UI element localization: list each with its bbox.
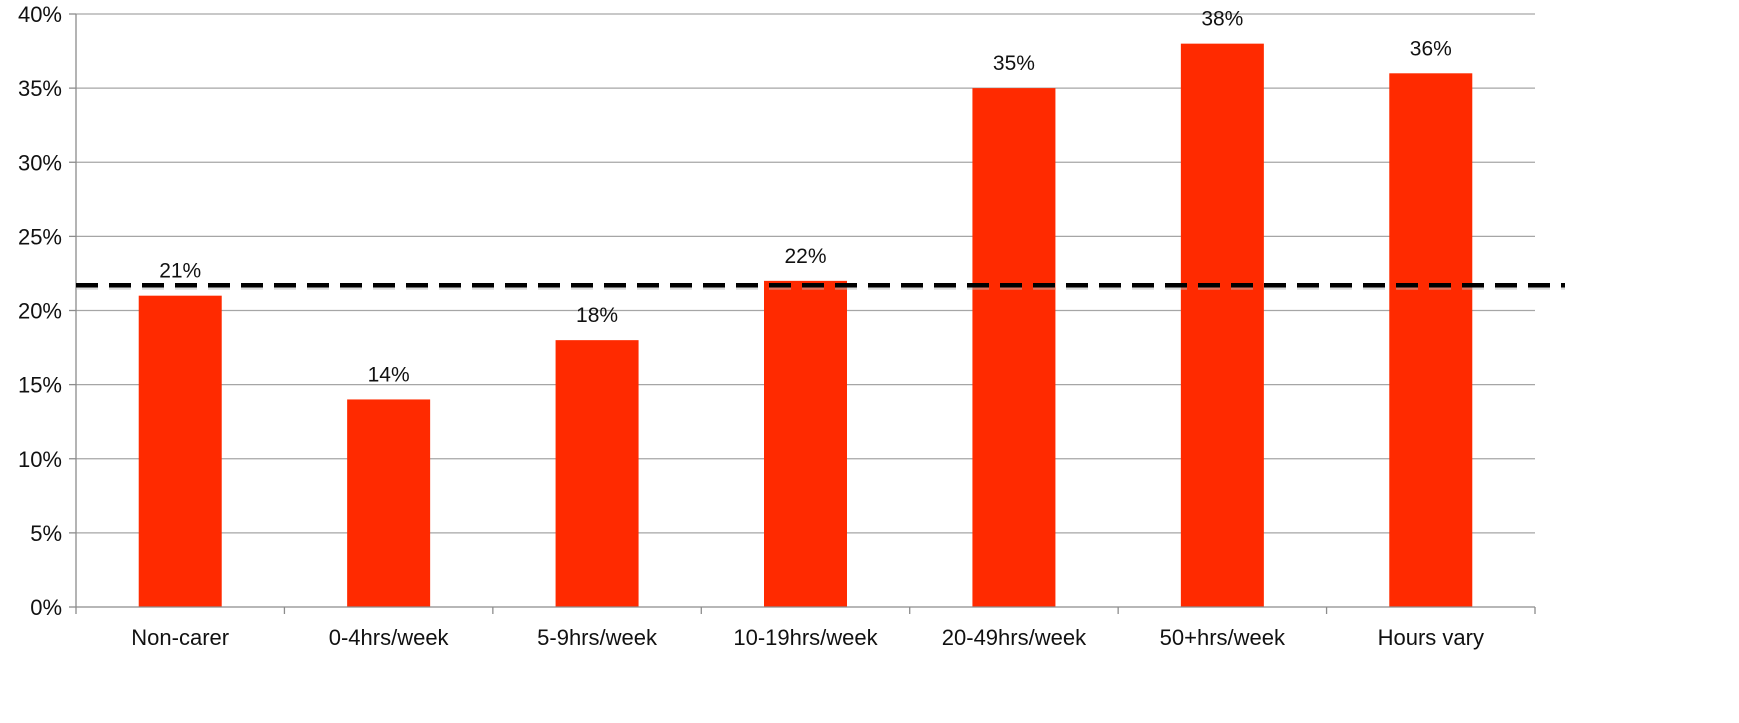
y-tick-label: 5% [30, 521, 62, 546]
reference-line-layer [76, 283, 1565, 290]
bar [555, 340, 639, 607]
bar [764, 280, 847, 607]
bar [972, 88, 1056, 607]
y-tick-label: 10% [18, 447, 62, 472]
bar [1389, 73, 1473, 608]
data-label: 14% [368, 363, 410, 386]
data-labels: 21% 14% 18% 22% 35% 38% 36% [159, 8, 1452, 387]
y-tick-label: 0% [30, 595, 62, 620]
x-category-label: 10-19hrs/week [733, 625, 878, 650]
y-axis-tick-labels: 0% 5% 10% 15% 20% 25% 30% 35% 40% [18, 2, 76, 620]
data-label: 38% [1201, 8, 1243, 31]
y-tick-label: 20% [18, 299, 62, 324]
x-category-label: Non-carer [131, 625, 229, 650]
y-tick-label: 35% [18, 76, 62, 101]
bars [138, 43, 1473, 608]
data-label: 35% [993, 52, 1035, 75]
y-tick-label: 40% [18, 2, 62, 27]
bar [138, 295, 222, 607]
data-label: 22% [784, 245, 826, 268]
x-category-label: Hours vary [1378, 625, 1484, 650]
data-label: 21% [159, 260, 201, 283]
x-category-label: 20-49hrs/week [942, 625, 1087, 650]
x-category-label: 5-9hrs/week [537, 625, 658, 650]
x-category-label: 50+hrs/week [1160, 625, 1286, 650]
x-category-label: 0-4hrs/week [329, 625, 450, 650]
data-label: 18% [576, 304, 618, 327]
axes [75, 14, 1536, 614]
bar [1180, 43, 1264, 607]
x-axis-category-labels: Non-carer 0-4hrs/week 5-9hrs/week 10-19hrs/… [131, 625, 1484, 650]
y-tick-label: 15% [18, 373, 62, 398]
y-tick-label: 30% [18, 150, 62, 175]
data-label: 36% [1410, 37, 1452, 60]
y-tick-label: 25% [18, 224, 62, 249]
bar [347, 399, 431, 607]
